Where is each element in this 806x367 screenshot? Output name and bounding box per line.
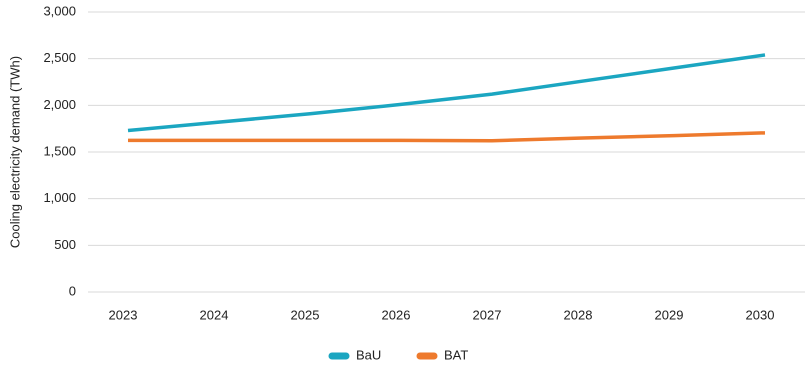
- series-line: [128, 131, 766, 143]
- x-tick-label: 2027: [473, 307, 502, 322]
- y-tick-label: 500: [54, 237, 76, 252]
- x-tick-label: 2029: [655, 307, 684, 322]
- x-tick-label: 2030: [746, 307, 775, 322]
- y-tick-label: 3,000: [43, 3, 76, 18]
- y-tick-label: 2,000: [43, 97, 76, 112]
- y-tick-label: 1,000: [43, 190, 76, 205]
- legend-label: BaU: [356, 347, 381, 362]
- y-tick-label: 2,500: [43, 50, 76, 65]
- legend-label: BAT: [444, 347, 468, 362]
- x-tick-label: 2025: [291, 307, 320, 322]
- series-line: [127, 53, 766, 133]
- x-tick-label: 2026: [382, 307, 411, 322]
- y-tick-label: 0: [69, 283, 76, 298]
- y-axis-label: Cooling electricity demand (TWh): [7, 56, 22, 248]
- x-tick-label: 2023: [109, 307, 138, 322]
- y-tick-label: 1,500: [43, 143, 76, 158]
- x-tick-label: 2024: [200, 307, 229, 322]
- x-tick-label: 2028: [564, 307, 593, 322]
